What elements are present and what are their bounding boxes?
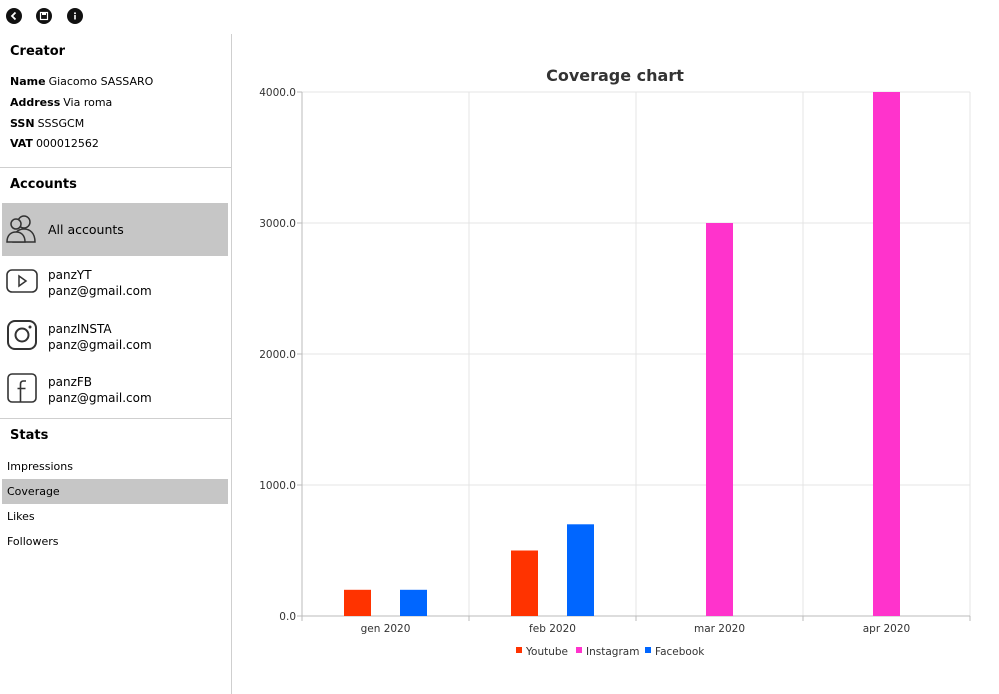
stat-item-likes[interactable]: Likes [7,510,35,523]
creator-ssn-row: SSN SSSGCM [10,117,84,130]
ssn-value: SSSGCM [37,117,85,130]
y-tick-label: 4000.0 [259,87,296,99]
coverage-chart: Coverage chart 0.0 1000.0 2000.0 3000.0 4000.… [259,66,971,658]
account-name: panzYT [48,268,92,282]
name-label: Name [10,75,46,88]
legend-swatch [576,647,582,653]
account-item-facebook[interactable]: panzFB panz@gmail.com [2,368,228,418]
legend-label: Youtube [525,646,568,658]
address-value: Via roma [63,96,113,109]
bar-youtube [344,589,371,616]
all-accounts-label: All accounts [48,222,124,237]
sidebar: Creator Name Giacomo SASSARO Address Via r… [0,34,232,694]
facebook-icon [6,372,38,408]
toolbar [0,0,999,34]
bar-youtube [511,550,538,616]
y-tick-label: 2000.0 [259,349,296,361]
bar-facebook [567,524,594,616]
x-tick-label: feb 2020 [529,623,576,635]
youtube-icon [6,269,38,297]
y-tick-label: 3000.0 [259,218,296,230]
vat-value: 000012562 [35,137,99,150]
instagram-icon [6,319,38,355]
bar-instagram [873,92,900,616]
account-name: panzFB [48,375,93,389]
divider [0,167,231,168]
creator-name-row: Name Giacomo SASSARO [10,75,153,88]
creator-vat-row: VAT 000012562 [10,137,99,150]
legend-label: Facebook [655,646,705,658]
chart-title: Coverage chart [546,66,684,85]
account-email: panz@gmail.com [48,284,152,298]
chart-area: Coverage chart 0.0 1000.0 2000.0 3000.0 4000.… [233,34,999,694]
x-tick-label: mar 2020 [694,623,745,635]
name-value: Giacomo SASSARO [48,75,154,88]
divider [0,418,231,419]
stat-item-coverage[interactable]: Coverage [2,479,228,504]
users-icon [6,214,38,248]
account-email: panz@gmail.com [48,391,152,405]
creator-address-row: Address Via roma [10,96,112,109]
account-email: panz@gmail.com [48,338,152,352]
address-label: Address [10,96,61,109]
stat-item-followers[interactable]: Followers [7,535,59,548]
x-tick-label: gen 2020 [361,623,411,635]
bar-facebook [400,589,427,616]
bar-instagram [706,223,733,616]
account-name: panzINSTA [48,322,112,336]
save-icon[interactable] [36,8,52,24]
all-accounts-item[interactable]: All accounts [2,203,228,256]
x-tick-label: apr 2020 [863,623,910,635]
account-item-youtube[interactable]: panzYT panz@gmail.com [2,262,228,312]
vat-label: VAT [10,137,33,150]
back-arrow-icon[interactable] [6,8,22,24]
legend-swatch [645,647,651,653]
legend-swatch [516,647,522,653]
info-icon[interactable] [67,8,83,24]
stats-title: Stats [10,428,49,443]
y-tick-label: 0.0 [279,611,296,623]
creator-title: Creator [10,44,66,59]
stat-item-impressions[interactable]: Impressions [7,460,73,473]
account-item-instagram[interactable]: panzINSTA panz@gmail.com [2,315,228,365]
ssn-label: SSN [10,117,35,130]
legend-label: Instagram [586,646,639,658]
y-tick-label: 1000.0 [259,480,296,492]
accounts-title: Accounts [10,177,77,192]
